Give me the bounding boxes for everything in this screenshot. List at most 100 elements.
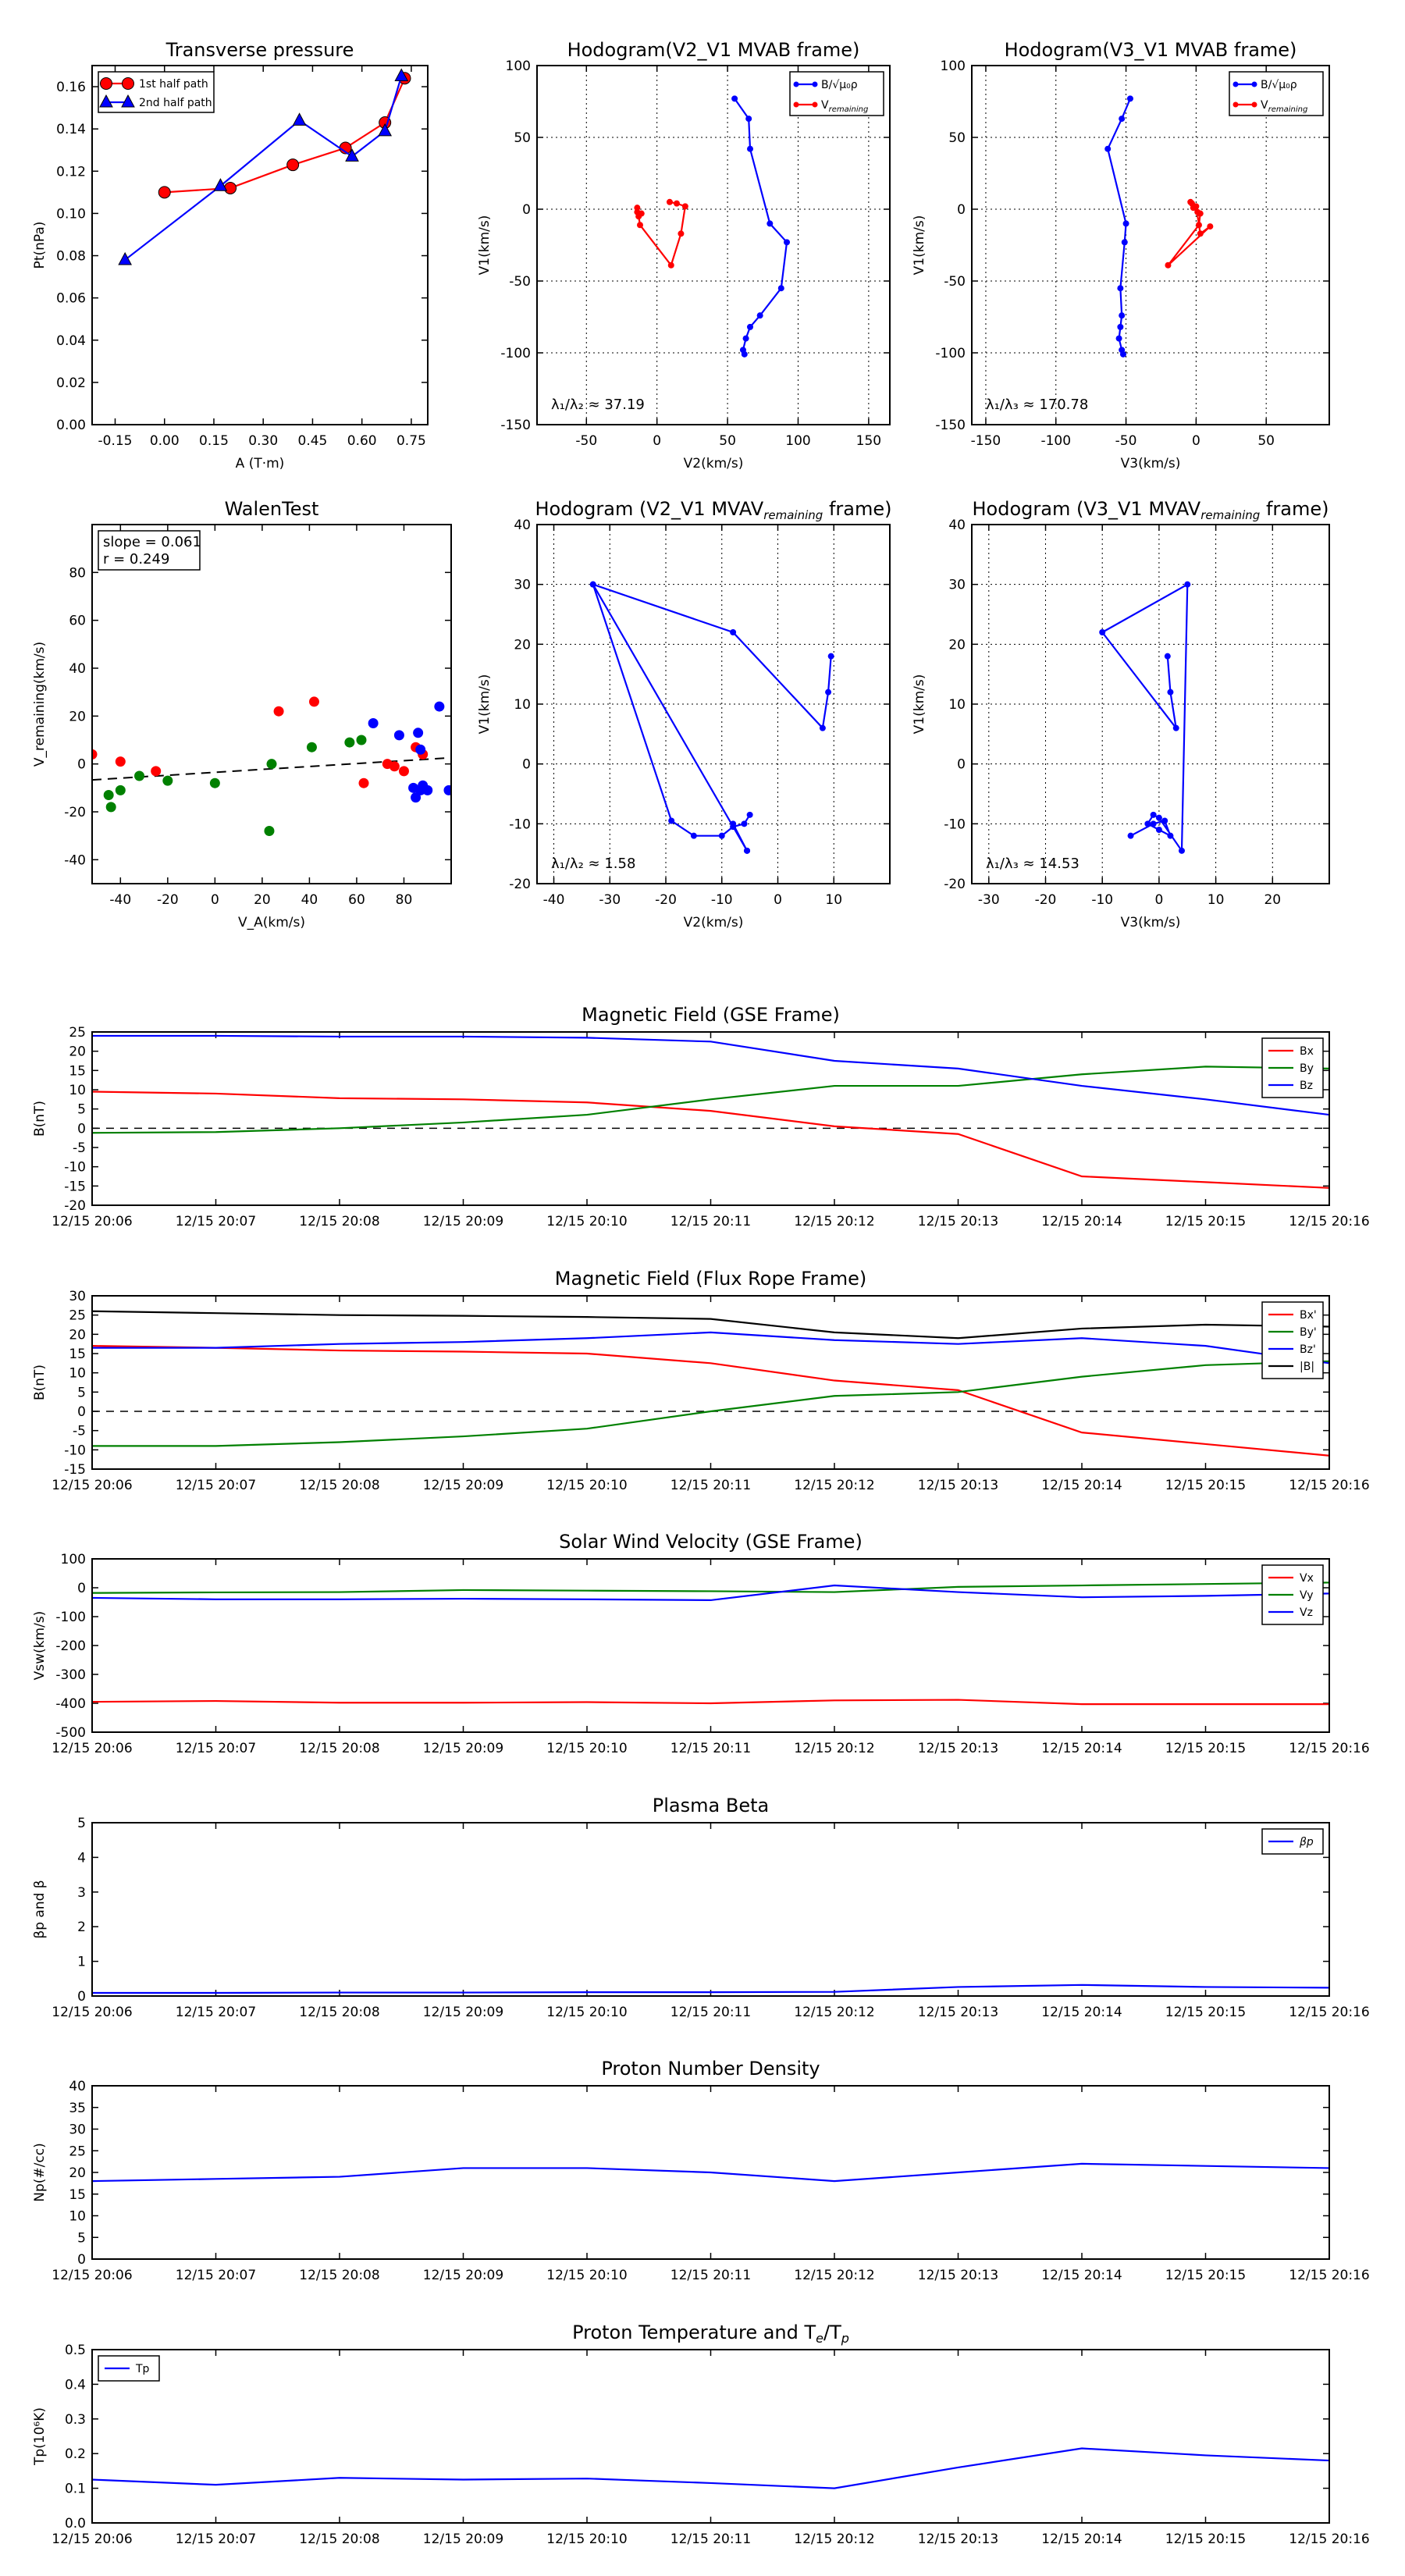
- x-tick-label: 20: [1264, 892, 1281, 908]
- x-tick-label: 150: [856, 433, 881, 449]
- x-tick-label: -150: [971, 433, 1001, 449]
- data-point: [747, 145, 754, 152]
- chart-title: Magnetic Field (Flux Rope Frame): [555, 1268, 866, 1290]
- data-point: [389, 761, 400, 772]
- x-tick-label: 0: [1154, 892, 1163, 908]
- y-tick-label: 0.12: [56, 164, 86, 180]
- data-point: [746, 811, 753, 818]
- title-end: frame): [1260, 498, 1329, 520]
- legend-label-sub: remaining: [1268, 105, 1308, 114]
- title-part: /T: [823, 2322, 841, 2343]
- y-tick-label: 2: [77, 1920, 86, 1935]
- x-tick-label: 12/15 20:13: [918, 1478, 998, 1493]
- y-tick-label: -15: [64, 1462, 86, 1478]
- y-tick-label: 15: [69, 1347, 86, 1362]
- data-point: [1164, 653, 1171, 660]
- data-point: [589, 581, 596, 588]
- y-tick-label: -5: [73, 1424, 86, 1439]
- data-point: [1167, 688, 1174, 696]
- x-tick-label: 12/15 20:16: [1289, 1214, 1369, 1229]
- x-tick-label: 12/15 20:08: [299, 2005, 379, 2020]
- x-tick-label: 12/15 20:14: [1041, 2532, 1122, 2547]
- data-point: [1104, 145, 1112, 152]
- legend-label-base: V: [821, 99, 829, 112]
- y-axis-label: Tp(10⁶K): [32, 2407, 48, 2466]
- data-point: [308, 696, 319, 707]
- annotation-box: [98, 530, 201, 571]
- x-tick-label: 12/15 20:09: [423, 2005, 503, 2020]
- x-tick-label: 60: [348, 892, 365, 908]
- x-axis-label: V2(km/s): [684, 456, 744, 471]
- plot-area: [589, 581, 834, 854]
- plot-frame: [536, 524, 891, 884]
- series-by-line: [92, 1066, 1329, 1134]
- data-point: [1144, 820, 1151, 827]
- series-vz-line: [92, 1584, 1329, 1602]
- y-axis-label: Pt(nPa): [32, 222, 48, 269]
- x-tick-label: 12/15 20:14: [1041, 1214, 1122, 1229]
- data-point: [745, 116, 752, 123]
- y-tick-label: 50: [514, 130, 531, 146]
- title-subscript: remaining: [763, 508, 823, 522]
- data-point: [1117, 285, 1124, 292]
- title-part: Proton Temperature and T: [572, 2322, 816, 2343]
- x-tick-label: -20: [655, 892, 677, 908]
- legend-label: Vy: [1300, 1589, 1314, 1602]
- y-tick-label: -15: [64, 1179, 86, 1194]
- y-axis-label: B(nT): [32, 1101, 48, 1137]
- x-tick-label: -100: [1040, 433, 1071, 449]
- y-tick-label: -150: [935, 418, 966, 433]
- x-tick-label: 12/15 20:13: [918, 2005, 998, 2020]
- y-axis-label: V1(km/s): [477, 674, 493, 735]
- plot-area: [118, 68, 411, 265]
- x-tick-label: 12/15 20:08: [299, 1478, 379, 1493]
- plot-area: [1104, 95, 1214, 358]
- series-bz-line: [92, 1034, 1329, 1116]
- legend-marker: [1232, 81, 1239, 87]
- data-point: [345, 148, 359, 162]
- plot-area: [1099, 581, 1191, 854]
- y-tick-label: -20: [509, 877, 531, 892]
- x-tick-label: 12/15 20:09: [423, 1214, 503, 1229]
- data-point: [1122, 220, 1129, 227]
- y-axis-label: Vsw(km/s): [32, 1611, 48, 1681]
- legend-label: Vx: [1300, 1572, 1314, 1585]
- plot-area: [92, 1034, 1329, 1189]
- y-tick-label: -10: [64, 1443, 86, 1458]
- y-tick-label: 20: [948, 637, 966, 653]
- legend-label: βp: [1299, 1836, 1314, 1848]
- title-text: Hodogram (V2_V1 MVAV: [535, 498, 764, 520]
- data-point: [105, 802, 116, 813]
- chart-title: Solar Wind Velocity (GSE Frame): [559, 1531, 863, 1553]
- title-part: p: [841, 2331, 849, 2346]
- y-tick-label: 5: [77, 1816, 86, 1831]
- y-tick-label: 1: [77, 1955, 86, 1970]
- data-point: [827, 653, 834, 660]
- plot-area: [92, 1582, 1329, 1706]
- data-point: [666, 198, 673, 205]
- x-tick-label: 12/15 20:11: [670, 2532, 751, 2547]
- series-vy-line: [92, 1582, 1329, 1594]
- legend-label: Bz: [1300, 1080, 1313, 1092]
- x-tick-label: 50: [719, 433, 736, 449]
- chart-h4: Hodogram (V3_V1 MVAVremaining frame)-30-…: [912, 498, 1330, 930]
- data-point: [747, 323, 754, 330]
- annotation-text: λ₁/λ₃ ≈ 14.53: [986, 856, 1080, 872]
- legend-label: Vremaining: [1261, 99, 1307, 114]
- data-point: [718, 832, 725, 839]
- chart-title: Hodogram(V2_V1 MVAB frame): [567, 39, 860, 61]
- y-tick-label: -10: [64, 1160, 86, 1176]
- y-tick-label: -50: [944, 274, 966, 290]
- legend-label: B/√μ₀ρ: [1261, 79, 1297, 91]
- x-tick-label: 12/15 20:15: [1165, 2005, 1246, 2020]
- y-tick-label: 80: [69, 565, 86, 581]
- x-tick-label: 12/15 20:08: [299, 2532, 379, 2547]
- data-point: [1127, 832, 1134, 839]
- x-tick-label: 12/15 20:10: [546, 1214, 627, 1229]
- x-tick-label: -30: [599, 892, 621, 908]
- y-tick-label: 0.0: [65, 2516, 86, 2532]
- y-tick-label: -300: [55, 1667, 86, 1683]
- legend-label-base: V: [1261, 99, 1268, 112]
- plot-frame: [91, 1295, 1330, 1470]
- x-tick-label: 12/15 20:16: [1289, 2005, 1369, 2020]
